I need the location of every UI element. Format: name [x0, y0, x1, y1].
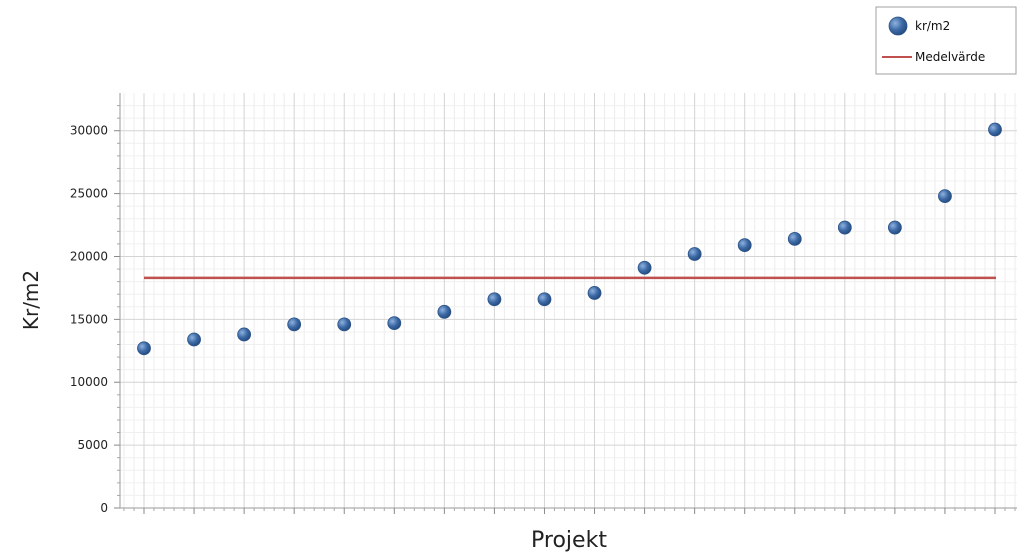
legend: kr/m2 Medelvärde	[875, 6, 1017, 75]
y-tick-label: 30000	[70, 124, 108, 138]
y-axis-title: Kr/m2	[19, 270, 43, 330]
data-points	[137, 122, 1002, 356]
y-tick-label: 5000	[77, 438, 108, 452]
axes: 0 5000 10000 15000 20000 25000 30000	[70, 93, 1017, 515]
legend-label-medelvarde: Medelvärde	[915, 50, 985, 64]
data-point	[137, 341, 151, 356]
data-point	[837, 220, 852, 235]
data-point	[687, 247, 702, 261]
y-tick-label: 15000	[70, 312, 108, 326]
data-point	[337, 317, 352, 332]
legend-label-kr-m2: kr/m2	[915, 19, 950, 33]
data-point	[637, 260, 652, 275]
data-point	[487, 292, 502, 307]
data-point	[587, 286, 602, 300]
y-tick-label: 10000	[70, 375, 108, 389]
data-point	[737, 238, 752, 253]
data-point	[437, 304, 452, 319]
data-point	[988, 122, 1002, 137]
data-point	[537, 292, 552, 307]
data-point	[387, 316, 402, 331]
grid	[120, 93, 1017, 509]
data-point	[887, 220, 902, 235]
x-axis-title: Projekt	[531, 528, 607, 553]
data-point	[287, 317, 302, 332]
data-point	[237, 327, 252, 342]
data-point	[938, 189, 952, 204]
legend-marker-kr-m2	[888, 16, 908, 36]
y-tick-label: 20000	[70, 249, 108, 263]
y-tick-label: 0	[100, 501, 108, 515]
data-point	[787, 231, 802, 246]
y-tick-label: 25000	[70, 187, 108, 201]
data-point	[187, 332, 201, 347]
